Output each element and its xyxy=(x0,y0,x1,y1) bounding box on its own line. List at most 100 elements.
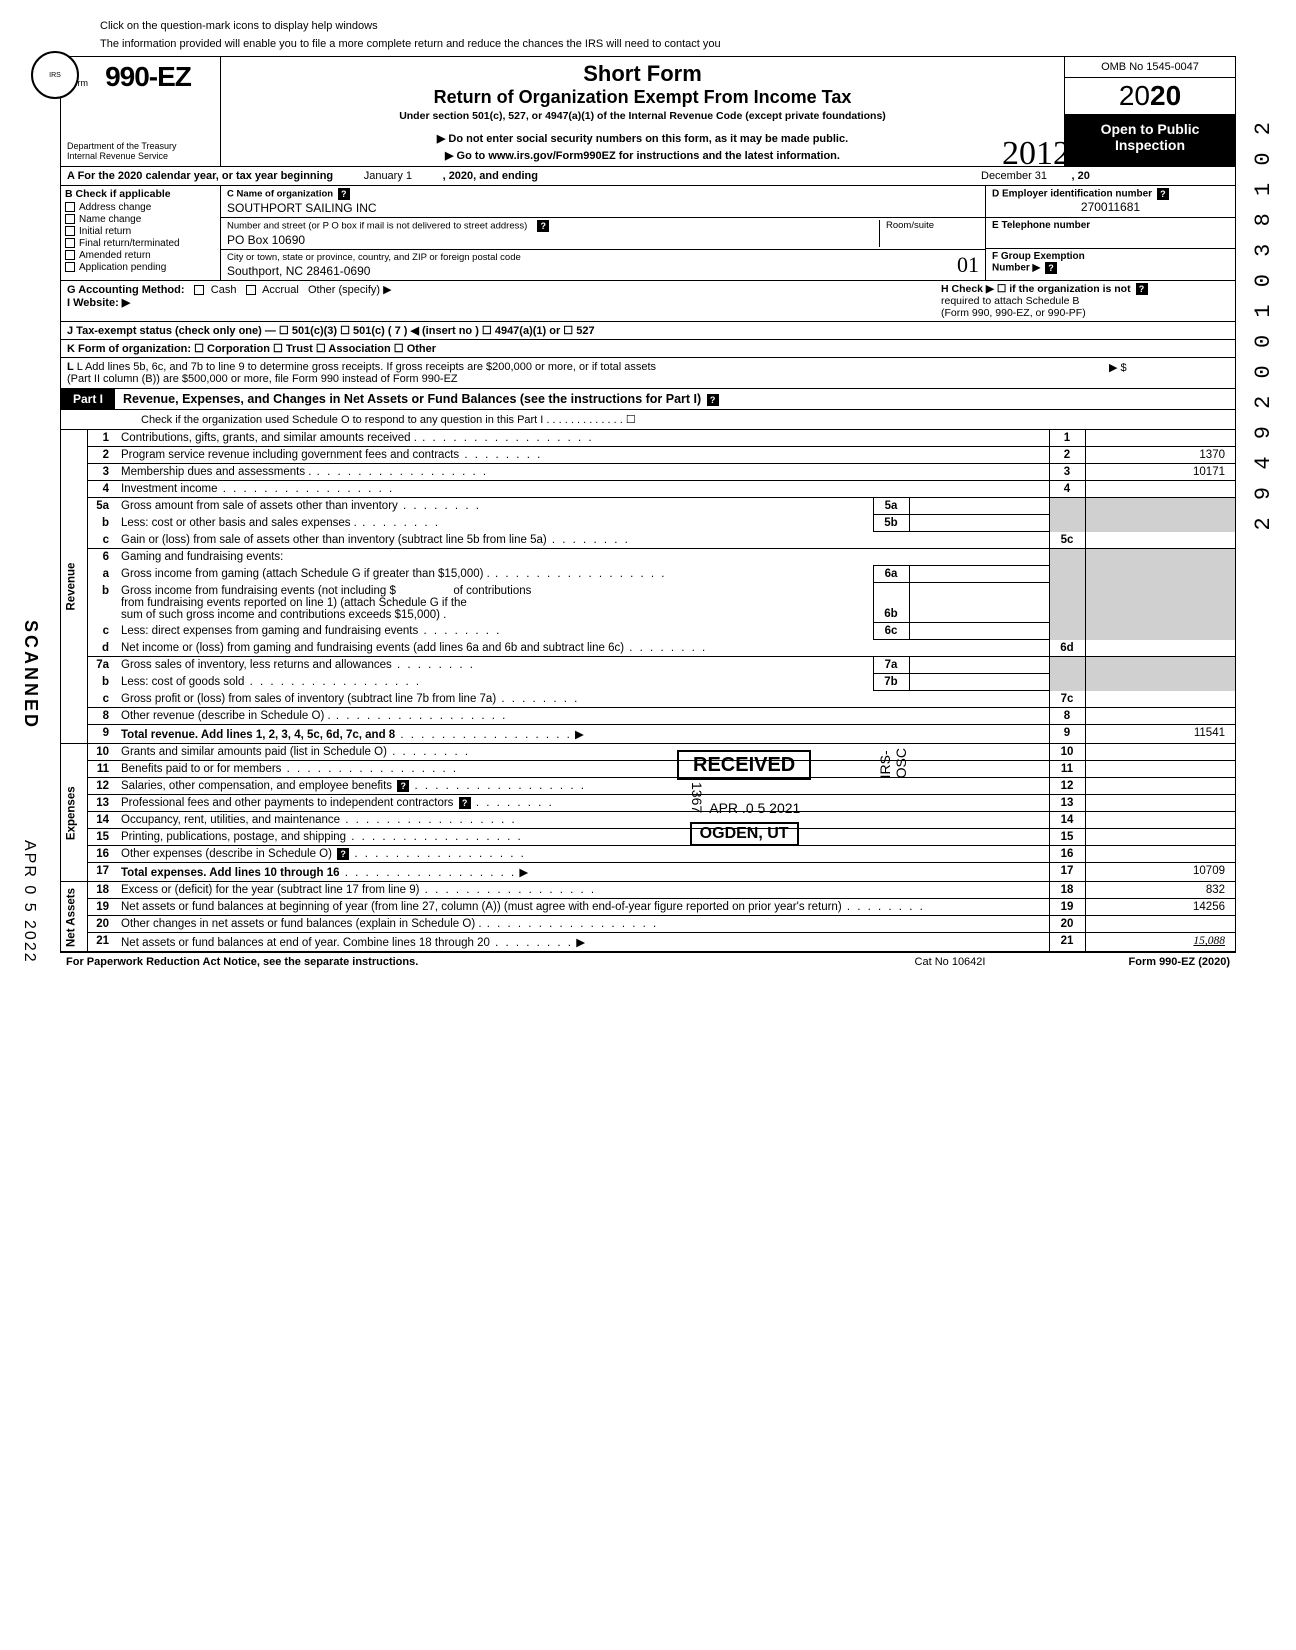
g-cash: Cash xyxy=(211,284,237,296)
line-8-rnum: 8 xyxy=(1049,708,1085,725)
line-14-value xyxy=(1085,812,1235,829)
row-l: L L Add lines 5b, 6c, and 7b to line 9 t… xyxy=(61,358,1235,389)
b-item-2[interactable]: Initial return xyxy=(65,226,216,237)
line-8-value xyxy=(1085,708,1235,725)
expenses-section-label: Expenses xyxy=(61,744,87,882)
line-6b-d1: Gross income from fundraising events (no… xyxy=(121,585,396,597)
b-item-4[interactable]: Amended return xyxy=(65,250,216,261)
part1-title-text: Revenue, Expenses, and Changes in Net As… xyxy=(123,392,701,406)
checkbox-icon[interactable] xyxy=(194,285,204,295)
checkbox-icon[interactable] xyxy=(65,262,75,272)
line-4-num: 4 xyxy=(87,481,117,498)
h-line2: required to attach Schedule B xyxy=(941,295,1229,307)
f-group-label2: Number ▶ xyxy=(992,263,1040,274)
line-7c-num: c xyxy=(87,691,117,708)
b-item-1[interactable]: Name change xyxy=(65,214,216,225)
checkbox-icon[interactable] xyxy=(65,238,75,248)
dept-line-2: Internal Revenue Service xyxy=(67,152,214,162)
help-icon[interactable]: ? xyxy=(337,848,349,860)
b-item-3[interactable]: Final return/terminated xyxy=(65,238,216,249)
line-5a-boxval xyxy=(909,498,1049,515)
row-a-text: A For the 2020 calendar year, or tax yea… xyxy=(61,167,975,185)
line-3-desc: Membership dues and assessments . xyxy=(121,466,311,478)
line-6b-d2: of contributions xyxy=(453,585,531,597)
line-7a-num: 7a xyxy=(87,657,117,674)
line-11-rnum: 11 xyxy=(1049,761,1085,778)
line-6c-desc: Less: direct expenses from gaming and fu… xyxy=(121,625,418,637)
checkbox-icon[interactable] xyxy=(65,214,75,224)
line-13-value xyxy=(1085,795,1235,812)
line-11-num: 11 xyxy=(87,761,117,778)
line-5b-desc: Less: cost or other basis and sales expe… xyxy=(121,517,357,529)
line-5b-boxnum: 5b xyxy=(873,515,909,532)
page-container: SCANNED APR 0 5 2022 2 9 4 9 2 0 0 1 0 3… xyxy=(60,20,1236,971)
line-6c-boxval xyxy=(909,623,1049,640)
page-footer: For Paperwork Reduction Act Notice, see … xyxy=(60,953,1236,971)
row-a-suffix: , 20 xyxy=(1072,170,1090,182)
help-icon[interactable]: ? xyxy=(537,220,549,232)
checkbox-icon[interactable] xyxy=(246,285,256,295)
d-ein-value: 270011681 xyxy=(992,200,1229,214)
netassets-section-label: Net Assets xyxy=(61,882,87,952)
g-label: G Accounting Method: xyxy=(67,284,185,296)
line-10-desc: Grants and similar amounts paid (list in… xyxy=(121,746,387,758)
b-item-0[interactable]: Address change xyxy=(65,202,216,213)
header-right: OMB No 1545-0047 2020 Open to Public Ins… xyxy=(1065,57,1235,166)
line-6b-boxval xyxy=(909,583,1049,623)
line-13-desc: Professional fees and other payments to … xyxy=(121,797,453,809)
line-4-desc: Investment income xyxy=(121,483,218,495)
handwritten-mark: 01 xyxy=(879,252,979,278)
line-21-num: 21 xyxy=(87,933,117,952)
checkbox-icon[interactable] xyxy=(65,250,75,260)
line-5c-desc: Gain or (loss) from sale of assets other… xyxy=(121,534,547,546)
omb-number: OMB No 1545-0047 xyxy=(1065,57,1235,78)
checkbox-icon[interactable] xyxy=(65,202,75,212)
line-15-num: 15 xyxy=(87,829,117,846)
title-return: Return of Organization Exempt From Incom… xyxy=(231,87,1054,108)
line-6d-rnum: 6d xyxy=(1049,640,1085,657)
line-14-num: 14 xyxy=(87,812,117,829)
line-2-desc: Program service revenue including govern… xyxy=(121,449,459,461)
line-16-num: 16 xyxy=(87,846,117,863)
col-c-name-address: C Name of organization ? SOUTHPORT SAILI… xyxy=(221,186,985,280)
footer-formno: Form 990-EZ (2020) xyxy=(1050,956,1230,968)
col-b-checkboxes: B Check if applicable Address change Nam… xyxy=(61,186,221,280)
line-7b-boxnum: 7b xyxy=(873,674,909,691)
line-17-value: 10709 xyxy=(1085,863,1235,882)
help-icon[interactable]: ? xyxy=(397,780,409,792)
d-ein-label: D Employer identification number xyxy=(992,189,1152,200)
help-icon[interactable]: ? xyxy=(459,797,471,809)
part1-title: Revenue, Expenses, and Changes in Net As… xyxy=(115,389,1235,409)
row-j: J Tax-exempt status (check only one) — ☐… xyxy=(61,322,1235,340)
open-public-1: Open to Public xyxy=(1067,121,1233,137)
line-16-value xyxy=(1085,846,1235,863)
b-item-5[interactable]: Application pending xyxy=(65,262,216,273)
help-icon[interactable]: ? xyxy=(707,394,719,406)
handwritten-year: 2012 xyxy=(1002,135,1070,173)
treasury-dept: Department of the Treasury Internal Reve… xyxy=(67,142,214,162)
help-icon[interactable]: ? xyxy=(1045,262,1057,274)
help-icon[interactable]: ? xyxy=(1157,188,1169,200)
l-line2: (Part II column (B)) are $500,000 or mor… xyxy=(67,373,458,385)
line-7b-num: b xyxy=(87,674,117,691)
line-7c-rnum: 7c xyxy=(1049,691,1085,708)
help-icon[interactable]: ? xyxy=(1136,283,1148,295)
line-6d-num: d xyxy=(87,640,117,657)
line-4-rnum: 4 xyxy=(1049,481,1085,498)
scanned-stamp: SCANNED xyxy=(20,620,41,730)
row-g-h: G Accounting Method: Cash Accrual Other … xyxy=(61,281,1235,322)
line-17-rnum: 17 xyxy=(1049,863,1085,882)
g-other: Other (specify) ▶ xyxy=(308,284,392,296)
line-1-rnum: 1 xyxy=(1049,430,1085,447)
checkbox-icon[interactable] xyxy=(65,226,75,236)
line-18-num: 18 xyxy=(87,882,117,899)
instr-url: Go to www.irs.gov/Form990EZ for instruct… xyxy=(231,149,1054,162)
line-2-rnum: 2 xyxy=(1049,447,1085,464)
line-6a-boxval xyxy=(909,566,1049,583)
line-9-num: 9 xyxy=(87,725,117,744)
line-6-desc: Gaming and fundraising events: xyxy=(117,549,1049,566)
received-irs-osc: IRS-OSC xyxy=(877,748,909,778)
city-label: City or town, state or province, country… xyxy=(227,252,879,263)
help-icon[interactable]: ? xyxy=(338,188,350,200)
line-6d-desc: Net income or (loss) from gaming and fun… xyxy=(121,642,624,654)
